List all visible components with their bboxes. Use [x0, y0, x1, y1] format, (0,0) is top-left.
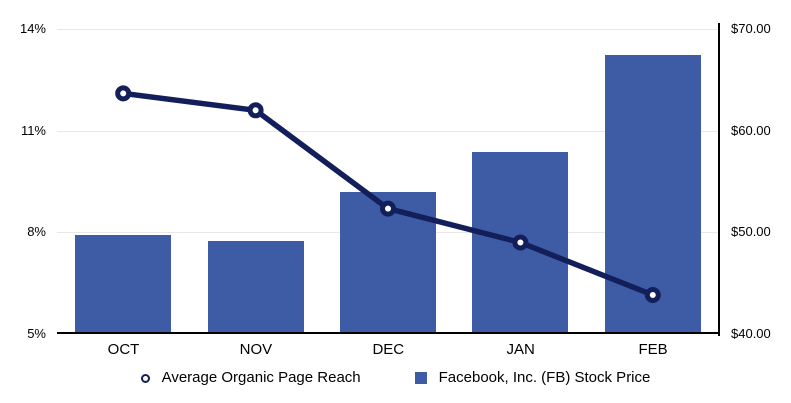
legend-item-stock-price: Facebook, Inc. (FB) Stock Price [414, 368, 651, 388]
line-path [120, 90, 656, 298]
legend: Average Organic Page Reach Facebook, Inc… [0, 368, 791, 388]
left-axis-tick: 5% [27, 326, 46, 341]
square-icon [414, 372, 427, 384]
x-axis-label-feb: FEB [638, 341, 668, 358]
bar-feb [604, 55, 701, 332]
x-axis-label-jan: JAN [506, 341, 535, 358]
x-axis-label-nov: NOV [239, 341, 273, 358]
legend-label: Average Organic Page Reach [161, 369, 361, 386]
gridline [57, 130, 719, 132]
left-axis-tick: 11% [20, 122, 46, 138]
line-marker-nov [247, 102, 264, 119]
x-axis-label-oct: OCT [107, 341, 140, 358]
line-marker-feb [644, 287, 661, 303]
left-axis-tick: 8% [27, 224, 46, 240]
right-axis-tick: $70.00 [731, 21, 771, 36]
right-axis-tick: $40.00 [731, 326, 771, 341]
gridline [57, 29, 719, 30]
plot-area [57, 29, 719, 334]
x-axis-label-dec: DEC [372, 341, 405, 358]
bar-nov [207, 240, 304, 332]
line-marker-oct [115, 85, 132, 102]
bar-oct [75, 235, 172, 332]
line-series [115, 85, 661, 303]
left-axis-tick: 14% [19, 21, 46, 36]
line-marker-dec [380, 200, 396, 217]
right-axis-tick: $50.00 [731, 224, 771, 240]
line-marker-jan [512, 234, 529, 251]
right-axis-line [718, 23, 720, 336]
ring-icon [140, 373, 150, 383]
legend-label: Facebook, Inc. (FB) Stock Price [438, 369, 651, 386]
legend-item-page-reach: Average Organic Page Reach [140, 368, 361, 388]
right-axis-tick: $60.00 [731, 122, 771, 138]
